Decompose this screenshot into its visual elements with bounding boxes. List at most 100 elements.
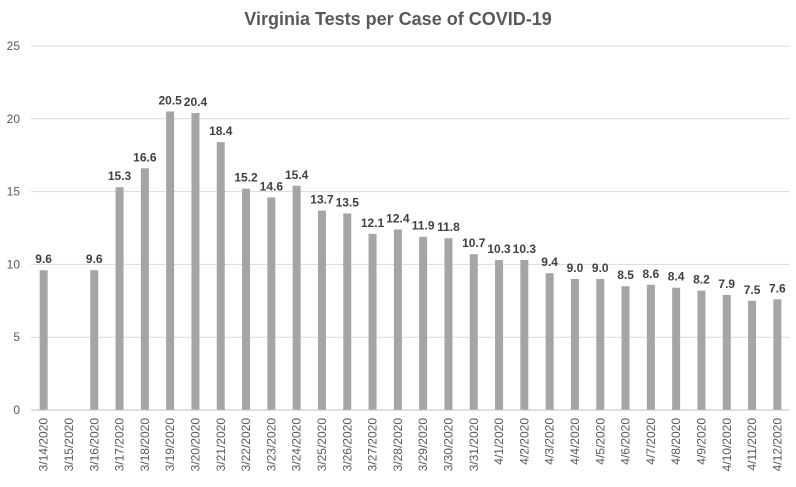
x-tick-label: 3/19/2020 bbox=[163, 418, 177, 472]
y-tick-label: 20 bbox=[7, 112, 21, 126]
x-tick-label: 3/28/2020 bbox=[391, 418, 405, 472]
x-tick-label: 4/9/2020 bbox=[694, 418, 708, 465]
data-label: 14.6 bbox=[260, 179, 284, 193]
y-tick-label: 0 bbox=[13, 403, 20, 417]
data-label: 7.6 bbox=[769, 281, 786, 295]
x-tick-label: 4/5/2020 bbox=[593, 418, 607, 465]
data-label: 9.4 bbox=[541, 255, 558, 269]
bar bbox=[419, 236, 428, 410]
x-tick-label: 3/22/2020 bbox=[239, 418, 253, 472]
x-tick-label: 4/8/2020 bbox=[669, 418, 683, 465]
bar bbox=[697, 290, 706, 410]
x-tick-label: 3/24/2020 bbox=[290, 418, 304, 472]
chart-title: Virginia Tests per Case of COVID-19 bbox=[244, 9, 551, 29]
bar bbox=[115, 187, 124, 410]
bar bbox=[748, 300, 757, 410]
bar bbox=[393, 229, 402, 410]
data-label: 18.4 bbox=[209, 124, 233, 138]
bar bbox=[216, 142, 225, 410]
x-tick-label: 4/6/2020 bbox=[619, 418, 633, 465]
x-tick-label: 3/20/2020 bbox=[188, 418, 202, 472]
data-label: 12.4 bbox=[386, 211, 410, 225]
bar bbox=[621, 286, 630, 410]
x-tick-label: 3/23/2020 bbox=[264, 418, 278, 472]
data-label: 15.4 bbox=[285, 168, 309, 182]
bar bbox=[140, 168, 149, 410]
data-label: 8.5 bbox=[617, 268, 634, 282]
bar bbox=[191, 112, 200, 410]
x-tick-label: 4/2/2020 bbox=[517, 418, 531, 465]
x-axis-ticks: 3/14/2020 3/15/2020 3/16/2020 3/17/2020 3/18… bbox=[37, 418, 785, 472]
x-tick-label: 3/21/2020 bbox=[214, 418, 228, 472]
x-tick-label: 4/12/2020 bbox=[770, 418, 784, 472]
data-label: 10.7 bbox=[462, 236, 486, 250]
bar bbox=[267, 197, 276, 410]
data-label: 20.5 bbox=[158, 94, 182, 108]
bar bbox=[317, 210, 326, 410]
bar bbox=[520, 260, 529, 410]
data-label: 16.6 bbox=[133, 150, 157, 164]
x-tick-label: 3/25/2020 bbox=[315, 418, 329, 472]
data-label: 10.3 bbox=[513, 242, 537, 256]
bar bbox=[368, 233, 377, 410]
bar bbox=[773, 299, 782, 410]
data-label: 15.2 bbox=[234, 171, 258, 185]
bar bbox=[672, 287, 681, 410]
bar bbox=[469, 254, 478, 410]
data-label: 9.6 bbox=[35, 252, 52, 266]
y-tick-label: 25 bbox=[7, 39, 21, 53]
data-label: 8.4 bbox=[668, 270, 685, 284]
bar bbox=[646, 284, 655, 410]
y-tick-label: 10 bbox=[7, 257, 21, 271]
bar bbox=[39, 270, 48, 410]
bar bbox=[444, 238, 453, 410]
y-axis-ticks: 0 5 10 15 20 25 bbox=[7, 39, 21, 417]
x-tick-label: 4/11/2020 bbox=[745, 418, 759, 471]
data-label: 15.3 bbox=[108, 169, 132, 183]
x-tick-label: 3/27/2020 bbox=[366, 418, 380, 472]
bar bbox=[166, 111, 175, 411]
data-label: 20.4 bbox=[184, 95, 208, 109]
y-tick-label: 15 bbox=[7, 185, 21, 199]
x-tick-label: 4/4/2020 bbox=[568, 418, 582, 465]
bar bbox=[596, 278, 605, 410]
x-tick-label: 3/31/2020 bbox=[467, 418, 481, 472]
x-tick-label: 4/1/2020 bbox=[492, 418, 506, 465]
bar bbox=[292, 185, 301, 410]
y-tick-label: 5 bbox=[13, 330, 20, 344]
x-tick-label: 4/3/2020 bbox=[543, 418, 557, 465]
bar bbox=[570, 278, 579, 410]
data-label: 12.1 bbox=[361, 216, 385, 230]
data-label: 7.5 bbox=[744, 283, 761, 297]
data-labels: 9.6 9.615.316.620.5 20.418.415.214.615.413… bbox=[35, 94, 786, 297]
bar bbox=[343, 213, 352, 410]
data-label: 9.0 bbox=[592, 261, 609, 275]
bar bbox=[90, 270, 99, 410]
data-label: 9.0 bbox=[567, 261, 584, 275]
x-tick-label: 3/26/2020 bbox=[340, 418, 354, 472]
data-label: 8.6 bbox=[643, 267, 660, 281]
x-tick-label: 3/29/2020 bbox=[416, 418, 430, 472]
x-tick-label: 3/15/2020 bbox=[62, 418, 76, 472]
x-tick-label: 3/14/2020 bbox=[37, 418, 51, 472]
x-tick-label: 3/30/2020 bbox=[441, 418, 455, 472]
bar bbox=[242, 188, 251, 410]
data-label: 11.8 bbox=[437, 220, 460, 234]
bar bbox=[545, 273, 554, 410]
data-label: 7.9 bbox=[718, 277, 735, 291]
bars bbox=[39, 111, 782, 411]
bar bbox=[495, 260, 504, 410]
bar bbox=[722, 294, 731, 410]
x-tick-label: 4/7/2020 bbox=[644, 418, 658, 465]
gridlines bbox=[31, 45, 790, 338]
data-label: 11.9 bbox=[412, 219, 435, 233]
data-label: 10.3 bbox=[487, 242, 511, 256]
x-tick-label: 4/10/2020 bbox=[720, 418, 734, 472]
data-label: 13.5 bbox=[336, 195, 360, 209]
data-label: 9.6 bbox=[86, 252, 103, 266]
data-label: 13.7 bbox=[310, 193, 334, 207]
data-label: 8.2 bbox=[693, 273, 710, 287]
x-tick-label: 3/16/2020 bbox=[87, 418, 101, 472]
